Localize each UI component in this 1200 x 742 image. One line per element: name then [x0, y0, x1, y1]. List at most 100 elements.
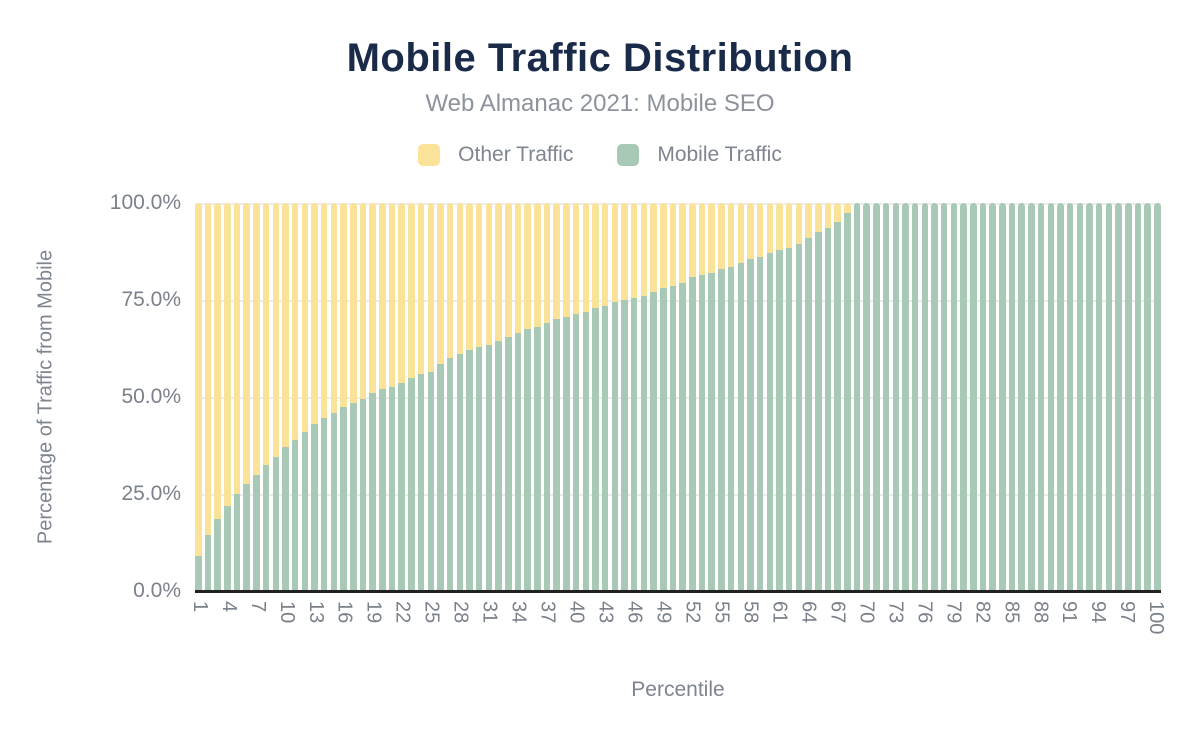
- bar-percentile-49[interactable]: [660, 203, 667, 591]
- bar-percentile-31[interactable]: [485, 203, 493, 591]
- bar-percentile-54[interactable]: [708, 203, 715, 591]
- bar-percentile-97[interactable]: [1125, 203, 1132, 591]
- bar-percentile-43[interactable]: [601, 203, 609, 591]
- bar-percentile-72[interactable]: [882, 203, 890, 591]
- bar-percentile-28[interactable]: [456, 203, 464, 591]
- bar-percentile-2[interactable]: [204, 203, 212, 591]
- bar-percentile-90[interactable]: [1057, 203, 1064, 591]
- bar-percentile-100[interactable]: [1154, 203, 1161, 591]
- bar-percentile-95[interactable]: [1105, 203, 1113, 591]
- bar-percentile-35[interactable]: [524, 203, 531, 591]
- bar-percentile-68[interactable]: [844, 203, 851, 591]
- bar-percentile-45[interactable]: [621, 203, 628, 591]
- bar-percentile-76[interactable]: [921, 203, 929, 591]
- bar-percentile-56[interactable]: [727, 203, 735, 591]
- bar-percentile-8[interactable]: [262, 203, 270, 591]
- bar-percentile-18[interactable]: [359, 203, 367, 591]
- bar-percentile-27[interactable]: [446, 203, 454, 591]
- bar-percentile-66[interactable]: [824, 203, 832, 591]
- bar-percentile-82[interactable]: [979, 203, 987, 591]
- bar-percentile-39[interactable]: [563, 203, 570, 591]
- bar-percentile-10[interactable]: [282, 203, 289, 591]
- bar-percentile-1[interactable]: [195, 203, 202, 591]
- bar-percentile-29[interactable]: [466, 203, 473, 591]
- bar-percentile-55[interactable]: [718, 203, 725, 591]
- bar-percentile-73[interactable]: [892, 203, 899, 591]
- bar-percentile-47[interactable]: [640, 203, 648, 591]
- bar-percentile-92[interactable]: [1076, 203, 1084, 591]
- bar-percentile-77[interactable]: [931, 203, 938, 591]
- bar-percentile-17[interactable]: [350, 203, 357, 591]
- bar-percentile-38[interactable]: [553, 203, 560, 591]
- bar-percentile-50[interactable]: [669, 203, 677, 591]
- bar-percentile-4[interactable]: [224, 203, 231, 591]
- bar-percentile-81[interactable]: [970, 203, 977, 591]
- legend-item-other-traffic[interactable]: Other Traffic: [418, 143, 573, 167]
- bar-percentile-41[interactable]: [582, 203, 589, 591]
- bar-percentile-78[interactable]: [940, 203, 948, 591]
- bar-percentile-98[interactable]: [1134, 203, 1142, 591]
- bar-percentile-53[interactable]: [698, 203, 706, 591]
- bar-percentile-19[interactable]: [369, 203, 376, 591]
- bar-percentile-74[interactable]: [902, 203, 909, 591]
- bar-percentile-21[interactable]: [388, 203, 396, 591]
- bar-percentile-52[interactable]: [689, 203, 696, 591]
- bar-percentile-94[interactable]: [1095, 203, 1103, 591]
- bar-percentile-24[interactable]: [417, 203, 425, 591]
- bar-percentile-64[interactable]: [805, 203, 812, 591]
- bar-percentile-93[interactable]: [1086, 203, 1093, 591]
- bar-percentile-12[interactable]: [301, 203, 309, 591]
- bar-percentile-75[interactable]: [911, 203, 919, 591]
- bar-percentile-96[interactable]: [1115, 203, 1122, 591]
- bar-percentile-33[interactable]: [505, 203, 512, 591]
- bar-percentile-5[interactable]: [233, 203, 241, 591]
- bar-percentile-15[interactable]: [330, 203, 338, 591]
- bar-percentile-70[interactable]: [863, 203, 870, 591]
- bar-percentile-80[interactable]: [960, 203, 967, 591]
- bar-percentile-46[interactable]: [630, 203, 638, 591]
- bar-percentile-87[interactable]: [1028, 203, 1035, 591]
- bar-percentile-32[interactable]: [495, 203, 502, 591]
- bar-percentile-16[interactable]: [340, 203, 347, 591]
- bar-percentile-3[interactable]: [214, 203, 221, 591]
- bar-percentile-25[interactable]: [427, 203, 434, 591]
- bar-percentile-86[interactable]: [1018, 203, 1025, 591]
- bar-percentile-88[interactable]: [1037, 203, 1045, 591]
- bar-percentile-69[interactable]: [853, 203, 861, 591]
- bar-percentile-6[interactable]: [243, 203, 250, 591]
- legend-item-mobile-traffic[interactable]: Mobile Traffic: [617, 143, 782, 167]
- bar-percentile-65[interactable]: [815, 203, 822, 591]
- bar-percentile-63[interactable]: [795, 203, 803, 591]
- bar-percentile-23[interactable]: [408, 203, 415, 591]
- bar-percentile-79[interactable]: [950, 203, 958, 591]
- bar-percentile-58[interactable]: [747, 203, 754, 591]
- bar-percentile-91[interactable]: [1066, 203, 1074, 591]
- bar-percentile-61[interactable]: [776, 203, 783, 591]
- bar-percentile-44[interactable]: [611, 203, 619, 591]
- bar-percentile-20[interactable]: [379, 203, 386, 591]
- bar-percentile-59[interactable]: [756, 203, 764, 591]
- bar-percentile-40[interactable]: [572, 203, 580, 591]
- bar-percentile-85[interactable]: [1008, 203, 1016, 591]
- bar-percentile-71[interactable]: [873, 203, 880, 591]
- bar-percentile-13[interactable]: [311, 203, 318, 591]
- bar-percentile-84[interactable]: [999, 203, 1006, 591]
- bar-percentile-30[interactable]: [475, 203, 483, 591]
- bar-percentile-22[interactable]: [398, 203, 405, 591]
- bar-percentile-36[interactable]: [534, 203, 541, 591]
- bar-percentile-9[interactable]: [272, 203, 279, 591]
- bar-percentile-60[interactable]: [766, 203, 774, 591]
- bar-percentile-62[interactable]: [785, 203, 793, 591]
- bar-percentile-99[interactable]: [1144, 203, 1151, 591]
- bar-percentile-51[interactable]: [679, 203, 686, 591]
- bar-percentile-14[interactable]: [320, 203, 328, 591]
- bar-percentile-7[interactable]: [253, 203, 260, 591]
- bar-percentile-34[interactable]: [514, 203, 522, 591]
- bar-percentile-67[interactable]: [834, 203, 841, 591]
- bar-percentile-37[interactable]: [543, 203, 551, 591]
- bar-percentile-57[interactable]: [737, 203, 744, 591]
- bar-percentile-83[interactable]: [989, 203, 996, 591]
- bar-percentile-11[interactable]: [291, 203, 299, 591]
- bar-percentile-26[interactable]: [437, 203, 444, 591]
- bar-percentile-89[interactable]: [1047, 203, 1054, 591]
